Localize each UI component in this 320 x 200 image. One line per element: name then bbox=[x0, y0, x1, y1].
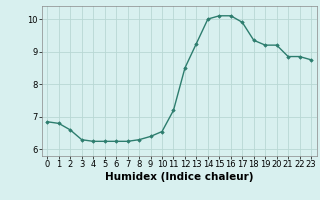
X-axis label: Humidex (Indice chaleur): Humidex (Indice chaleur) bbox=[105, 172, 253, 182]
